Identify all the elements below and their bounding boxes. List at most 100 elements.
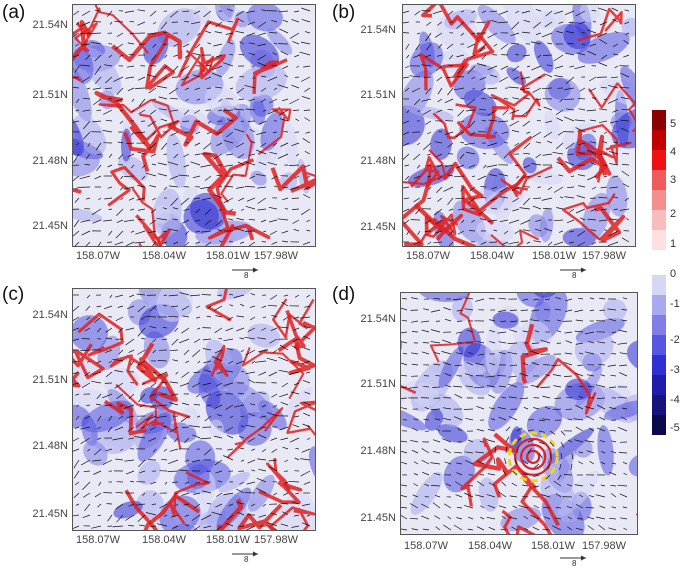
colorbar-segment (652, 170, 666, 190)
wind-vector (457, 77, 464, 78)
colorbar-segment (652, 375, 666, 395)
cbar-pos-tick-4: 1 (670, 238, 676, 250)
y-tick-d-0: 21.54N (340, 313, 396, 325)
wind-vector (432, 387, 440, 388)
wind-vector (103, 493, 112, 494)
wind-vector (497, 376, 506, 377)
reference-vector-value: 8 (244, 271, 248, 280)
field-d (401, 293, 637, 534)
y-tick-d-1: 21.51N (340, 378, 396, 390)
cbar-neg-tick-3: -3 (670, 364, 680, 376)
wind-vector (554, 398, 561, 399)
x-tick-a-3: 157.98W (246, 250, 306, 262)
x-tick-b-0: 158.07W (398, 250, 458, 262)
cbar-pos-tick-0: 5 (670, 118, 676, 130)
wind-vector (504, 99, 508, 100)
plot-panel-d (400, 292, 638, 535)
colorbar-segment (652, 295, 666, 315)
x-tick-b-3: 157.98W (574, 250, 634, 262)
panel-label-d: (d) (332, 284, 355, 306)
wind-vector (150, 66, 156, 67)
y-tick-b-3: 21.45N (340, 221, 396, 233)
colorbar-segment (652, 415, 666, 435)
wind-vector (577, 365, 583, 366)
wind-vector (295, 77, 299, 78)
reference-vector-a: 8 (228, 262, 268, 284)
y-tick-c-3: 21.45N (12, 508, 68, 520)
wind-vector (515, 55, 519, 56)
wind-vector (182, 427, 189, 428)
wind-vector (107, 242, 112, 243)
y-tick-b-2: 21.48N (340, 155, 396, 167)
reference-vector-b: 8 (556, 262, 596, 284)
colorbar-segment (652, 110, 666, 130)
wind-vector (461, 121, 464, 122)
wind-vector (611, 354, 616, 355)
cbar-neg-tick-5: -5 (670, 422, 680, 434)
x-tick-d-0: 158.07W (396, 540, 456, 552)
wind-vector (577, 519, 583, 520)
cbar-pos-tick-3: 2 (670, 208, 676, 220)
colorbar-segment (652, 150, 666, 170)
wind-vector (135, 88, 145, 89)
y-tick-a-2: 21.48N (12, 155, 68, 167)
wind-vector (457, 321, 462, 322)
wind-vector (598, 365, 605, 366)
wind-vector (532, 343, 539, 344)
panel-label-b: (b) (332, 2, 355, 24)
wind-vector (128, 526, 134, 527)
colorbar-segment (652, 395, 666, 415)
field-c (73, 289, 315, 530)
wind-vector (130, 383, 134, 384)
plot-panel-a (72, 4, 316, 247)
y-tick-a-1: 21.51N (12, 89, 68, 101)
wind-vector (567, 44, 574, 45)
colorbar-positive (652, 110, 666, 250)
field-a (73, 5, 315, 246)
wind-vector (304, 110, 310, 111)
wind-vector (94, 22, 101, 23)
cbar-pos-tick-2: 3 (670, 174, 676, 186)
wind-vector (202, 295, 211, 296)
wind-vector (521, 310, 528, 311)
y-tick-d-3: 21.45N (340, 512, 396, 524)
wind-vector (412, 332, 418, 333)
wind-vector (469, 231, 475, 232)
wind-vector (543, 55, 552, 56)
colorbar-segment (652, 130, 666, 150)
wind-vector (619, 453, 627, 454)
y-tick-d-2: 21.48N (340, 445, 396, 457)
colorbar-negative (652, 275, 666, 435)
reference-vector-value: 8 (572, 271, 576, 280)
cbar-neg-tick-0: 0 (670, 268, 676, 280)
y-tick-c-1: 21.51N (12, 374, 68, 386)
x-tick-c-3: 157.98W (246, 534, 306, 546)
y-tick-c-0: 21.54N (12, 309, 68, 321)
x-tick-d-1: 158.04W (460, 540, 520, 552)
x-tick-a-1: 158.04W (134, 250, 194, 262)
wind-vector (172, 482, 178, 483)
wind-vector (229, 242, 233, 243)
y-tick-a-0: 21.54N (12, 19, 68, 31)
wind-vector (464, 409, 473, 410)
wind-vector (248, 121, 255, 122)
reference-vector-d: 8 (556, 550, 596, 572)
y-tick-a-3: 21.45N (12, 220, 68, 232)
wind-vector (207, 88, 211, 89)
wind-vector (164, 154, 167, 155)
wind-vector (284, 132, 289, 133)
plot-panel-b (402, 4, 636, 247)
wind-vector (612, 332, 616, 333)
colorbar-segment (652, 315, 666, 335)
cbar-pos-tick-1: 4 (670, 146, 676, 158)
colorbar-segment (652, 275, 666, 295)
wind-vector (164, 295, 167, 296)
reference-vector-value: 8 (244, 555, 248, 564)
colorbar-segment (652, 230, 666, 250)
reference-vector-value: 8 (572, 559, 576, 568)
y-tick-b-0: 21.54N (340, 24, 396, 36)
wind-vector (622, 310, 628, 311)
x-tick-b-1: 158.04W (462, 250, 522, 262)
wind-vector (269, 33, 277, 34)
x-tick-a-0: 158.07W (68, 250, 128, 262)
